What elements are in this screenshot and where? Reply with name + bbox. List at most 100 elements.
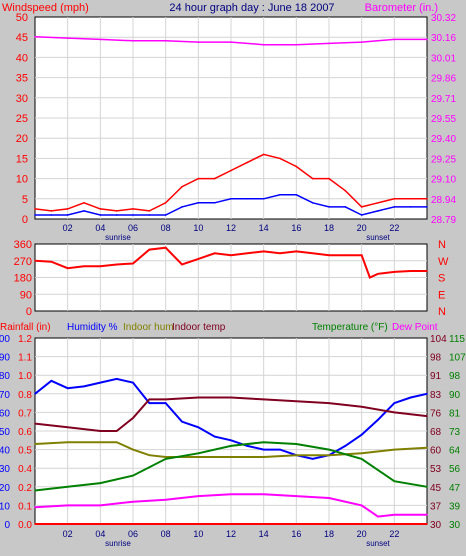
direction-series-point [279, 252, 281, 255]
temperature-tick-label-b: 98 [449, 371, 461, 382]
humidity-tick-label: 90 [0, 353, 10, 364]
windspeed-tick-label: 35 [16, 73, 28, 85]
wind-series-point [426, 206, 428, 208]
climate-series-point [409, 396, 412, 399]
climate-series-point [148, 402, 151, 404]
climate-series-point [34, 393, 36, 395]
barometer-tick-labels: 28.79 28.94 29.10 29.25 29.40 29.55 29.71 29.86… [431, 13, 456, 226]
wind-series-point [311, 177, 314, 180]
wind-series-point [66, 214, 69, 216]
windspeed-tick-label: 45 [16, 32, 28, 44]
windspeed-tick-label: 25 [16, 113, 28, 125]
direction-series [34, 246, 428, 279]
climate-series-point [393, 411, 396, 414]
humidity-tick-label: 60 [0, 408, 10, 419]
wind-series-point [66, 37, 69, 39]
climate-series-point [426, 523, 428, 525]
barometer-tick-label: 29.25 [431, 154, 456, 165]
temperature-tick-label-b: 90 [449, 390, 461, 401]
temperature-tick-label-b: 107 [449, 353, 466, 364]
direction-compass-label: S [438, 273, 445, 285]
climate-series-point [164, 456, 167, 458]
climate-x-tick-label: 04 [95, 529, 105, 539]
legend-rainfall: Rainfall (in) [0, 322, 51, 333]
chart-title: 24 hour graph day : June 18 2007 [169, 2, 334, 14]
direction-degree-label: 0 [26, 306, 32, 318]
climate-series-point [295, 454, 298, 456]
wind-series-point [34, 36, 36, 38]
climate-series-point [246, 445, 249, 447]
climate-series-point [83, 385, 85, 388]
climate-x-tick-label: 14 [259, 529, 269, 539]
direction-series-point [50, 260, 53, 263]
climate-series-point [34, 422, 36, 425]
climate-series-point [393, 402, 396, 404]
direction-degree-label: 180 [14, 273, 32, 285]
rainfall-tick-label: 1.1 [18, 353, 32, 364]
climate-series-point [197, 426, 200, 429]
temperature-tick-label-a: 83 [430, 390, 442, 401]
rainfall-tick-label: 0.4 [18, 464, 32, 475]
direction-series-point [213, 252, 216, 255]
direction-series-point [99, 265, 102, 268]
wind-series-point [409, 206, 412, 208]
temperature-tick-label-b: 56 [449, 464, 461, 475]
direction-series-point [311, 252, 314, 255]
climate-x-tick-label: 10 [193, 529, 203, 539]
climate-series-point [132, 500, 134, 503]
wind-x-tick-label: 22 [389, 223, 399, 233]
direction-series-point [369, 276, 371, 279]
climate-series-point [393, 513, 396, 516]
direction-degree-label: 360 [14, 239, 32, 251]
direction-series-point [83, 265, 85, 268]
climate-series-point [262, 441, 265, 443]
climate-series-point [34, 523, 36, 525]
wind-sunset-label: sunset [366, 233, 390, 242]
temperature-tick-label-b: 30 [449, 520, 461, 531]
wind-x-tick-label: 04 [95, 223, 105, 233]
rainfall-tick-label: 0.7 [18, 408, 32, 419]
wind-series-point [344, 189, 347, 192]
humidity-tick-labels: 0 10 20 30 40 50 60 70 80 90 100 [0, 334, 10, 531]
climate-x-tick-label: 22 [389, 529, 399, 539]
direction-series-point [262, 250, 265, 253]
climate-series-point [230, 445, 232, 447]
legend-temperature: Temperature (°F) [312, 322, 388, 333]
climate-series-point [50, 379, 53, 382]
wind-series-point [393, 206, 396, 208]
wind-series-point [377, 210, 379, 212]
temperature-tick-label-a: 30 [430, 520, 442, 531]
wind-series-point [115, 210, 118, 212]
wind-x-tick-label: 12 [226, 223, 236, 233]
climate-series-point [197, 495, 200, 497]
temperature-tick-label-a: 68 [430, 427, 442, 438]
wind-x-tick-label: 16 [291, 223, 301, 233]
direction-degree-label: 90 [20, 289, 32, 301]
climate-series-point [197, 396, 200, 399]
climate-series-point [328, 454, 330, 456]
climate-series-point [360, 406, 363, 408]
wind-series-point [393, 38, 396, 41]
temperature-tick-label-a: 45 [430, 483, 442, 494]
climate-series-point [328, 497, 330, 499]
wind-series-point [246, 198, 249, 200]
climate-series-point [360, 452, 363, 455]
direction-compass-label: E [438, 289, 445, 301]
climate-series-point [99, 430, 102, 432]
direction-series-point [230, 254, 232, 256]
climate-series-point [426, 393, 428, 395]
wind-series-point [99, 214, 102, 216]
climate-series-point [393, 448, 396, 451]
wind-x-tick-label: 20 [357, 223, 367, 233]
rainfall-tick-label: 0.1 [18, 501, 32, 512]
climate-series-point [344, 445, 347, 447]
windspeed-tick-label: 40 [16, 52, 28, 64]
climate-x-tick-label: 06 [128, 529, 138, 539]
windspeed-tick-label: 0 [22, 214, 28, 226]
climate-series-point [213, 435, 216, 438]
legend-indoor-hum: Indoor hum [123, 322, 174, 333]
climate-series-point [132, 381, 134, 384]
wind-x-tick-label: 10 [193, 223, 203, 233]
wind-series-point [132, 214, 134, 216]
climate-series-point [115, 441, 118, 443]
